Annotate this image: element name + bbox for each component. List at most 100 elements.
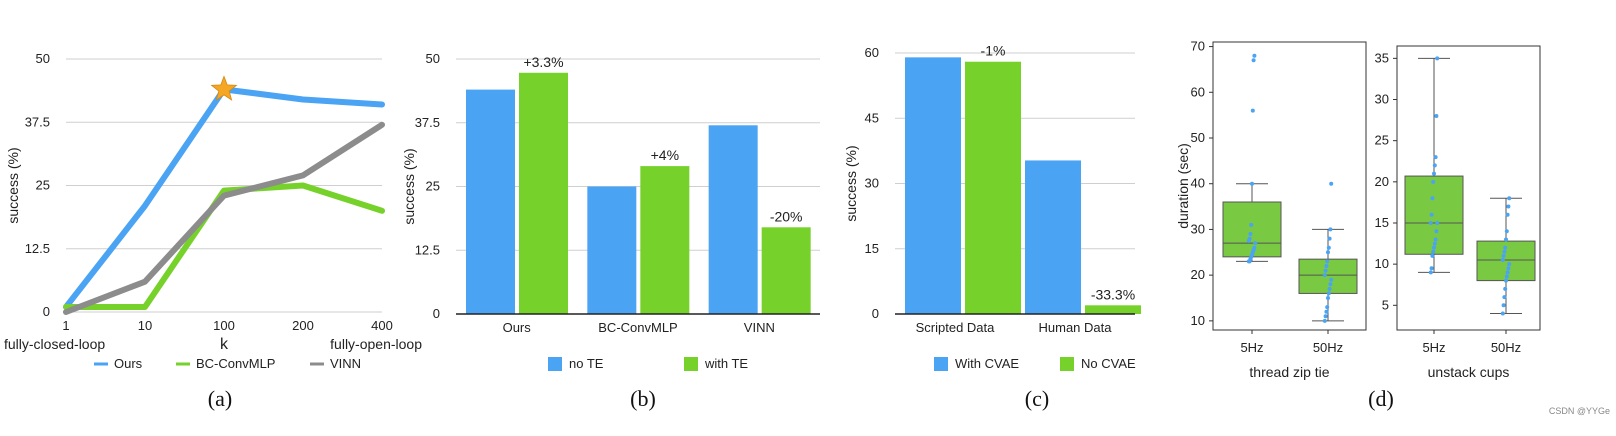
y-tick-label: 15 <box>1375 215 1389 230</box>
data-point <box>1326 245 1331 250</box>
data-point <box>1505 212 1510 217</box>
y-tick-label: 40 <box>1191 176 1205 191</box>
data-point <box>1431 179 1436 184</box>
data-point <box>1501 253 1506 258</box>
x-tick-label: 400 <box>371 318 393 333</box>
data-point <box>1428 270 1433 275</box>
data-point <box>1328 227 1333 232</box>
data-point <box>1329 181 1334 186</box>
legend-swatch <box>934 357 948 371</box>
data-point <box>1432 245 1436 250</box>
legend-label: Ours <box>114 356 143 371</box>
bar-with-te <box>761 227 811 314</box>
y-tick-label: 20 <box>1375 174 1389 189</box>
series-line-bc-convmlp <box>63 182 385 310</box>
box-iqr <box>1222 201 1282 258</box>
data-point <box>1323 268 1328 273</box>
y-tick-label: 50 <box>1191 130 1205 145</box>
y-tick-label: 10 <box>1191 313 1205 328</box>
data-point <box>1324 264 1329 268</box>
data-point <box>1325 259 1330 264</box>
bar-annotation: +4% <box>651 147 679 163</box>
data-point <box>1503 286 1508 291</box>
data-point <box>1252 53 1257 58</box>
y-tick-label: 12.5 <box>25 241 50 256</box>
data-point <box>1502 295 1507 300</box>
y-tick-label: 70 <box>1191 39 1205 54</box>
plot-frame <box>1396 45 1541 331</box>
panel-d-box-plot-unstack-cups: 5 10 15 20 25 30 35 5Hz 50Hz unstack cups <box>1375 45 1541 380</box>
data-point <box>1435 56 1440 61</box>
bar-annotation: -33.3% <box>1091 286 1135 302</box>
y-tick-label: 50 <box>36 51 50 66</box>
data-point <box>1428 220 1433 225</box>
data-point <box>1429 212 1434 217</box>
data-point <box>1326 250 1330 255</box>
data-point <box>1435 220 1440 225</box>
data-point <box>1430 253 1435 258</box>
data-point <box>1506 266 1511 271</box>
y-tick-label: 37.5 <box>25 114 50 129</box>
data-point <box>1253 241 1258 246</box>
legend-label: VINN <box>330 356 361 371</box>
data-point <box>1251 58 1256 63</box>
bar-with-te <box>519 72 568 315</box>
data-point <box>1504 237 1508 242</box>
data-point <box>1325 305 1330 310</box>
data-point <box>1507 196 1512 201</box>
data-point <box>1433 237 1438 242</box>
legend-swatch <box>1060 357 1074 371</box>
panel-b-bar-chart: 0 12.5 25 37.5 50 +3.3% Ours +4% BC-ConvMLP -20% V… <box>401 51 820 411</box>
data-point <box>1432 163 1437 168</box>
data-point <box>1324 309 1329 314</box>
y-tick-label: 60 <box>865 45 879 60</box>
data-point <box>1429 266 1434 271</box>
y-tick-label: 60 <box>1191 84 1205 99</box>
x-category-label: Ours <box>503 320 532 335</box>
legend-label: No CVAE <box>1081 356 1136 371</box>
data-point <box>1500 258 1505 263</box>
bar-with-cvae <box>1025 160 1081 314</box>
panel-caption: (a) <box>208 386 232 411</box>
panel-c-bar-chart: 0 15 30 45 60 -1% Scripted Data -33.3% Human Dat… <box>843 43 1141 411</box>
y-tick-label: 50 <box>426 51 440 66</box>
y-tick-label: 10 <box>1375 256 1389 271</box>
data-point <box>1431 249 1436 254</box>
legend-label: With CVAE <box>955 356 1019 371</box>
data-point <box>1247 236 1252 241</box>
legend-label: BC-ConvMLP <box>196 356 275 371</box>
bar-no-te <box>587 186 637 314</box>
x-category-label: 5Hz <box>1422 340 1445 355</box>
series-line-vinn <box>63 121 385 315</box>
data-point <box>1250 181 1254 186</box>
x-category-label: Human Data <box>1039 320 1113 335</box>
legend-swatch <box>684 357 698 371</box>
y-tick-label: 25 <box>1375 133 1389 148</box>
y-tick-label: 37.5 <box>415 115 440 130</box>
y-axis-label: success (%) <box>401 148 417 224</box>
watermark: CSDN @YYGe <box>1549 406 1610 416</box>
data-point <box>1504 229 1509 234</box>
data-point <box>1502 249 1507 254</box>
data-point <box>1430 196 1435 201</box>
x-category-label: Scripted Data <box>916 320 996 335</box>
x-tick-label: 1 <box>62 318 69 333</box>
x-end-label-left: fully-closed-loop <box>4 336 105 352</box>
data-point <box>1322 273 1327 278</box>
x-category-label: 5Hz <box>1240 340 1263 355</box>
panel-a-line-chart: 0 12.5 25 37.5 50 1 10 100 200 400 k fully-closed-l… <box>4 51 422 411</box>
y-tick-label: 20 <box>1191 267 1205 282</box>
y-tick-label: 45 <box>865 110 879 125</box>
y-tick-label: 25 <box>36 178 50 193</box>
x-category-label: VINN <box>744 320 775 335</box>
bar-no-cvae <box>1085 305 1141 314</box>
y-axis-label: duration (sec) <box>1175 143 1191 229</box>
bar-no-cvae <box>965 61 1021 315</box>
y-tick-label: 35 <box>1375 50 1389 65</box>
data-point <box>1432 241 1437 246</box>
x-axis-label: k <box>220 336 229 353</box>
data-point <box>1323 314 1328 319</box>
x-end-label-right: fully-open-loop <box>330 336 422 352</box>
bar-annotation: -20% <box>770 208 803 224</box>
